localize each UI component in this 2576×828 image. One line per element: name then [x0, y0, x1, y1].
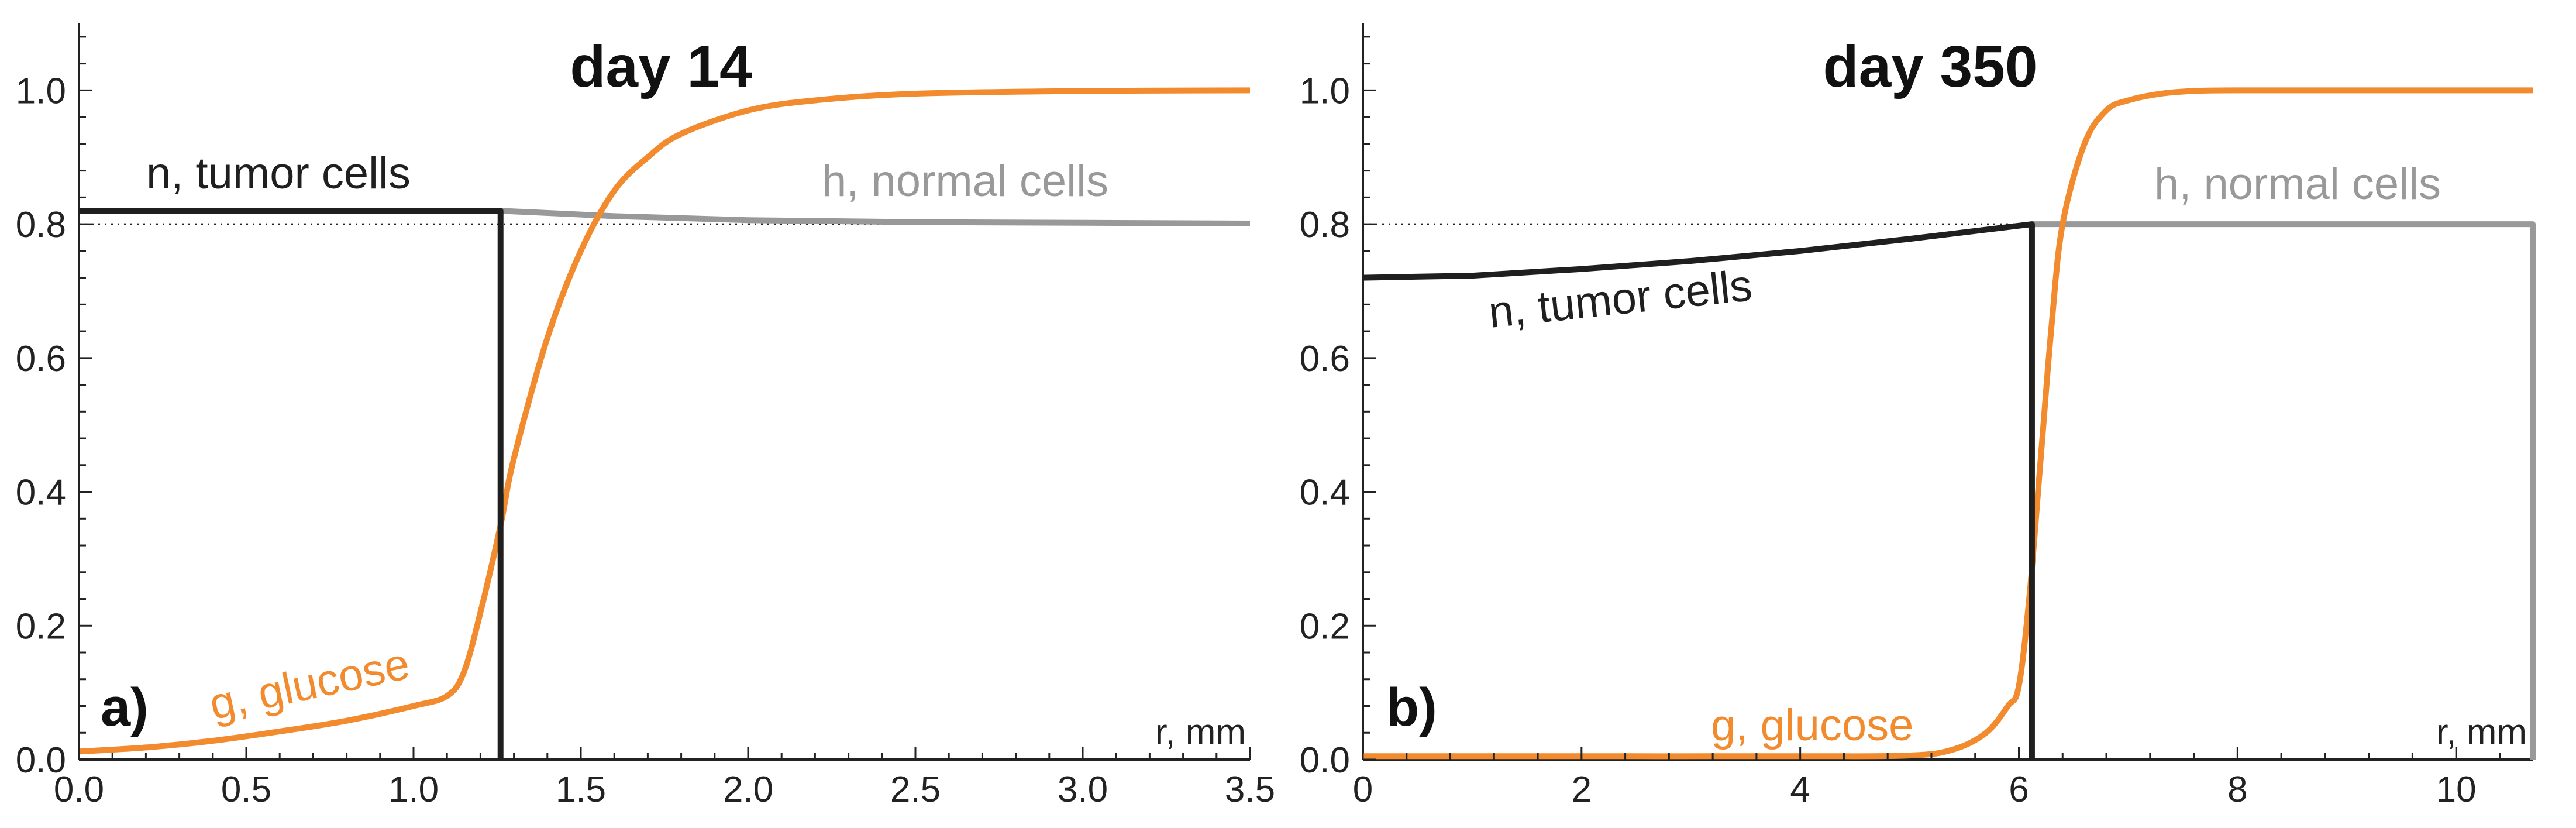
- panel-b-x-tick-label: 4: [1790, 769, 1810, 810]
- panel-a-x-tick-label: 2.5: [890, 769, 941, 810]
- panel-b-x-tick-label: 10: [2436, 769, 2477, 810]
- panel-a-x-tick-label: 2.0: [723, 769, 773, 810]
- panel-b-y-tick-label: 0.4: [1300, 473, 1350, 513]
- panel-b-x-axis-label: r, mm: [2436, 712, 2527, 753]
- panel-b-label: b): [1386, 678, 1437, 737]
- panel-a-title: day 14: [570, 34, 752, 99]
- panel-a-x-axis-label: r, mm: [1155, 712, 1246, 753]
- panel-b: 0 2 4 6 8 10 0.0 0.2 0.4 0.6 0.8 1.0 day 350 b) r,…: [1300, 23, 2536, 810]
- panel-a-label: a): [101, 678, 149, 737]
- panel-b-x-ticks: 0 2 4 6 8 10: [1353, 747, 2501, 810]
- panel-b-x-tick-label: 2: [1572, 769, 1592, 810]
- panel-a-normal-annotation: h, normal cells: [822, 156, 1108, 206]
- panel-a-tumor-cells-line: [79, 208, 504, 760]
- panel-b-x-tick-label: 0: [1353, 769, 1373, 810]
- panel-a-glucose-line: [78, 87, 1251, 755]
- panel-b-glucose-annotation: g, glucose: [1711, 700, 1913, 750]
- panel-b-axes: [1362, 23, 2533, 761]
- panel-a-y-tick-label: 1.0: [16, 71, 66, 111]
- panel-b-tumor-cells-line: [1362, 221, 2035, 760]
- panel-a-y-tick-label: 0.6: [16, 339, 66, 379]
- panel-b-y-tick-label: 0.8: [1300, 205, 1350, 245]
- panel-b-y-tick-label: 0.0: [1300, 740, 1350, 781]
- panel-b-x-tick-label: 6: [2009, 769, 2029, 810]
- panel-a-tumor-annotation: n, tumor cells: [146, 149, 411, 198]
- panel-a-y-tick-label: 0.2: [16, 606, 66, 647]
- panel-b-y-ticks: 0.0 0.2 0.4 0.6 0.8 1.0: [1300, 36, 1376, 781]
- panel-b-y-tick-label: 0.6: [1300, 339, 1350, 379]
- panel-a-y-tick-label: 0.0: [16, 740, 66, 781]
- panel-a-series: [78, 87, 1251, 760]
- panel-a-x-tick-label: 3.5: [1225, 769, 1275, 810]
- panel-b-y-tick-label: 0.2: [1300, 606, 1350, 647]
- panel-a-x-tick-label: 1.0: [388, 769, 439, 810]
- panel-b-normal-cells-line: [2031, 221, 2536, 760]
- panel-a-x-tick-label: 1.5: [556, 769, 606, 810]
- panel-a-x-ticks: 0.0 0.5 1.0 1.5 2.0 2.5 3.0 3.5: [54, 747, 1275, 810]
- panel-b-normal-annotation: h, normal cells: [2154, 159, 2441, 209]
- panel-a-x-tick-label: 3.0: [1058, 769, 1108, 810]
- panel-a-x-tick-label: 0.5: [221, 769, 271, 810]
- panel-b-title: day 350: [1823, 34, 2038, 99]
- panel-a-y-ticks: 0.0 0.2 0.4 0.6 0.8 1.0: [16, 36, 92, 781]
- panel-a-y-tick-label: 0.4: [16, 473, 66, 513]
- panel-b-y-tick-label: 1.0: [1300, 71, 1350, 111]
- panel-a: 0.0 0.5 1.0 1.5 2.0 2.5 3.0 3.5 0.0 0.2 0.4 0.6 0.8…: [16, 23, 1275, 810]
- panel-b-x-tick-label: 8: [2227, 769, 2247, 810]
- panel-a-y-tick-label: 0.8: [16, 205, 66, 245]
- panel-a-x-tick-label: 0.0: [54, 769, 104, 810]
- panel-a-normal-cells-line: [500, 208, 1251, 226]
- panel-a-axes: [78, 23, 1250, 761]
